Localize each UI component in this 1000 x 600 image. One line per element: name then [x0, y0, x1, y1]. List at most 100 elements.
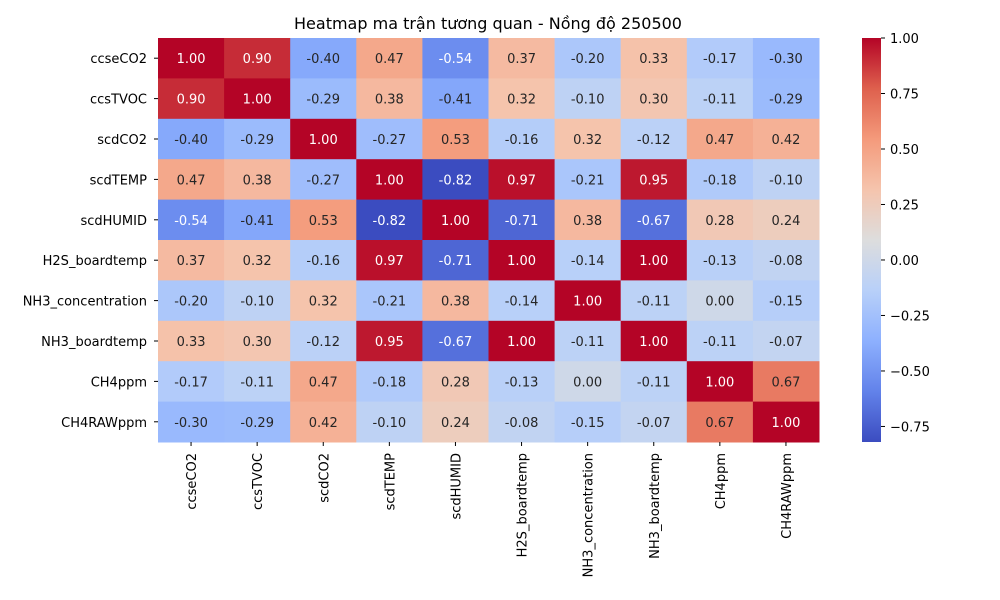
cell-value-label: 0.38 — [441, 295, 470, 310]
cell-value-label: 1.00 — [705, 375, 734, 390]
colorbar-tick-label: 0.00 — [890, 254, 919, 269]
heatmap-cell — [686, 118, 754, 160]
x-tick-label: scdTEMP — [383, 453, 398, 511]
cell-value-label: 0.42 — [309, 416, 338, 431]
heatmap-cell — [356, 118, 423, 160]
cell-value-label: 0.30 — [243, 335, 272, 350]
cell-value-label: -0.20 — [571, 52, 605, 67]
cell-value-label: -0.17 — [174, 375, 208, 390]
heatmap-cell — [620, 199, 688, 241]
heatmap-cells: 1.00 0.90 -0.40 0.47 -0.54 0.37 -0.20 0.33 -0.17… — [158, 38, 820, 443]
heatmap-cell — [554, 240, 622, 281]
heatmap-cell — [290, 401, 357, 443]
x-tick-label: ccsTVOC — [251, 453, 266, 510]
heatmap-cell — [686, 199, 754, 241]
cell-value-label: 0.53 — [309, 214, 338, 229]
heatmap-cell — [686, 240, 754, 281]
heatmap-cell — [224, 401, 291, 443]
cell-value-label: -0.30 — [769, 52, 803, 67]
cell-value-label: 0.47 — [177, 173, 206, 188]
heatmap-cell — [686, 320, 754, 362]
x-tick-label: H2S_boardtemp — [516, 453, 531, 557]
cell-value-label: 1.00 — [639, 254, 668, 269]
cell-value-label: 0.32 — [243, 254, 272, 269]
heatmap-cell — [752, 199, 820, 241]
cell-value-label: 0.95 — [639, 173, 668, 188]
cell-value-label: -0.54 — [174, 214, 208, 229]
cell-value-label: 0.33 — [639, 52, 668, 67]
cell-value-label: -0.15 — [571, 416, 605, 431]
y-tick-label: ccsTVOC — [90, 93, 147, 108]
heatmap-cell — [752, 159, 820, 201]
y-tick-label: CH4RAWppm — [61, 416, 147, 431]
cell-value-label: -0.40 — [306, 52, 340, 67]
colorbar-tick-label: 0.25 — [890, 198, 919, 213]
cell-value-label: -0.11 — [703, 335, 737, 350]
heatmap-cell — [356, 159, 423, 201]
heatmap-cell — [554, 159, 622, 201]
heatmap-cell — [158, 159, 225, 201]
heatmap-cell — [620, 401, 688, 443]
heatmap-cell — [224, 361, 291, 403]
y-tick-label: NH3_boardtemp — [41, 335, 147, 350]
cell-value-label: 1.00 — [177, 52, 206, 67]
x-tick-label: ccseCO2 — [185, 453, 200, 510]
cell-value-label: -0.71 — [439, 254, 473, 269]
heatmap-cell — [422, 280, 489, 322]
x-tick-label: NH3_boardtemp — [648, 453, 663, 559]
heatmap-cell — [158, 118, 225, 160]
heatmap-cell — [290, 38, 357, 79]
heatmap-cell — [356, 38, 423, 79]
heatmap-cell — [488, 361, 556, 403]
cell-value-label: 0.32 — [573, 133, 602, 148]
heatmap-cell — [290, 118, 357, 160]
cell-value-label: -0.14 — [505, 295, 539, 310]
heatmap-cell — [290, 240, 357, 281]
cell-value-label: -0.82 — [373, 214, 407, 229]
heatmap-cell — [422, 199, 489, 241]
cell-value-label: 1.00 — [639, 335, 668, 350]
cell-value-label: -0.41 — [439, 93, 473, 108]
cell-value-label: -0.21 — [571, 173, 605, 188]
heatmap-cell — [158, 38, 225, 79]
cell-value-label: 0.37 — [177, 254, 206, 269]
heatmap-cell — [488, 78, 556, 120]
y-tick-label: scdHUMID — [80, 214, 147, 229]
x-tick-label: scdHUMID — [449, 453, 464, 520]
cell-value-label: 0.97 — [375, 254, 404, 269]
cell-value-label: 0.28 — [705, 214, 734, 229]
cell-value-label: 0.00 — [573, 375, 602, 390]
cell-value-label: 0.97 — [507, 173, 536, 188]
cell-value-label: 1.00 — [507, 335, 536, 350]
cell-value-label: -0.10 — [769, 173, 803, 188]
heatmap-cell — [488, 320, 556, 362]
heatmap-cell — [224, 38, 291, 79]
heatmap-cell — [686, 401, 754, 443]
heatmap-cell — [158, 361, 225, 403]
heatmap-cell — [686, 78, 754, 120]
heatmap-cell — [422, 401, 489, 443]
cell-value-label: -0.29 — [769, 93, 803, 108]
heatmap-cell — [422, 240, 489, 281]
cell-value-label: -0.41 — [240, 214, 274, 229]
cell-value-label: 0.42 — [771, 133, 800, 148]
heatmap-cell — [554, 401, 622, 443]
cell-value-label: 0.67 — [771, 375, 800, 390]
cell-value-label: -0.54 — [439, 52, 473, 67]
cell-value-label: -0.10 — [373, 416, 407, 431]
y-tick-labels: ccseCO2 ccsTVOC scdCO2 scdTEMP scdHUMID H2S_b… — [23, 52, 158, 431]
cell-value-label: 1.00 — [375, 173, 404, 188]
heatmap-cell — [224, 118, 291, 160]
cell-value-label: -0.29 — [240, 416, 274, 431]
heatmap-cell — [422, 38, 489, 79]
y-tick-label: H2S_boardtemp — [43, 254, 147, 269]
heatmap-cell — [752, 280, 820, 322]
cell-value-label: 0.95 — [375, 335, 404, 350]
cell-value-label: 0.30 — [639, 93, 668, 108]
cell-value-label: -0.07 — [637, 416, 671, 431]
cell-value-label: -0.20 — [174, 295, 208, 310]
heatmap-cell — [158, 240, 225, 281]
cell-value-label: -0.17 — [703, 52, 737, 67]
cell-value-label: -0.11 — [571, 335, 605, 350]
